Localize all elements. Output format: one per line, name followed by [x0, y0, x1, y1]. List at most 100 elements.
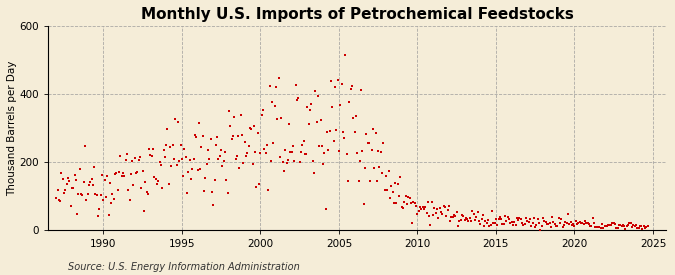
Point — [263, 188, 273, 192]
Point — [153, 178, 164, 183]
Point — [537, 223, 547, 228]
Point — [379, 188, 390, 192]
Point — [382, 187, 393, 192]
Point — [344, 100, 355, 104]
Point — [107, 192, 118, 196]
Point — [395, 175, 406, 180]
Point — [429, 205, 440, 210]
Point — [418, 207, 429, 211]
Point — [625, 221, 636, 225]
Point — [292, 98, 302, 102]
Point — [308, 170, 319, 175]
Point — [90, 192, 101, 196]
Point — [367, 148, 377, 152]
Point — [398, 206, 408, 211]
Point — [489, 221, 500, 226]
Point — [410, 204, 421, 208]
Point — [276, 116, 287, 120]
Point — [244, 126, 255, 130]
Point — [204, 157, 215, 161]
Point — [140, 180, 151, 184]
Point — [65, 204, 76, 209]
Point — [51, 196, 61, 200]
Point — [155, 163, 166, 167]
Point — [202, 148, 213, 152]
Point — [339, 136, 350, 140]
Point — [365, 179, 376, 183]
Point — [180, 155, 191, 160]
Point — [357, 148, 368, 153]
Point — [565, 219, 576, 224]
Point — [200, 176, 211, 181]
Point — [375, 150, 386, 154]
Point — [480, 219, 491, 223]
Point — [217, 164, 228, 168]
Point — [175, 143, 186, 147]
Point — [237, 133, 248, 137]
Point — [137, 169, 148, 174]
Point — [252, 130, 263, 135]
Point — [569, 223, 580, 228]
Point — [313, 94, 323, 98]
Point — [495, 216, 506, 221]
Point — [194, 121, 205, 125]
Point — [518, 222, 529, 227]
Point — [601, 224, 612, 229]
Point — [487, 209, 497, 213]
Point — [497, 222, 508, 226]
Point — [479, 224, 489, 228]
Point — [306, 102, 317, 106]
Point — [593, 225, 603, 229]
Point — [102, 174, 113, 178]
Point — [439, 204, 450, 209]
Point — [488, 221, 499, 226]
Point — [523, 219, 534, 224]
Point — [317, 144, 327, 148]
Point — [281, 160, 292, 165]
Point — [605, 223, 616, 227]
Point — [562, 212, 573, 216]
Point — [459, 218, 470, 222]
Point — [354, 159, 365, 164]
Point — [145, 153, 156, 158]
Point — [314, 144, 325, 148]
Point — [352, 151, 362, 156]
Point — [633, 226, 644, 231]
Point — [234, 166, 245, 170]
Point — [454, 219, 464, 223]
Point — [498, 222, 509, 227]
Point — [240, 154, 251, 158]
Point — [548, 219, 559, 224]
Point — [473, 218, 484, 223]
Point — [127, 159, 138, 163]
Point — [251, 185, 262, 189]
Point — [572, 222, 583, 227]
Point — [437, 211, 448, 216]
Point — [396, 205, 407, 210]
Point — [232, 154, 242, 158]
Point — [383, 169, 394, 173]
Point — [404, 196, 415, 200]
Point — [307, 159, 318, 163]
Point — [191, 134, 202, 139]
Point — [580, 219, 591, 223]
Point — [303, 122, 314, 126]
Point — [296, 150, 306, 154]
Point — [434, 206, 445, 211]
Point — [131, 171, 142, 175]
Point — [566, 222, 577, 227]
Point — [360, 165, 371, 170]
Point — [458, 214, 468, 218]
Point — [412, 212, 423, 216]
Point — [221, 178, 232, 182]
Point — [327, 105, 338, 109]
Point — [338, 130, 348, 134]
Point — [590, 224, 601, 229]
Point — [374, 165, 385, 169]
Point — [522, 218, 533, 223]
Point — [611, 226, 622, 230]
Point — [385, 196, 396, 200]
Point — [423, 200, 433, 204]
Point — [59, 190, 70, 195]
Point — [89, 164, 100, 169]
